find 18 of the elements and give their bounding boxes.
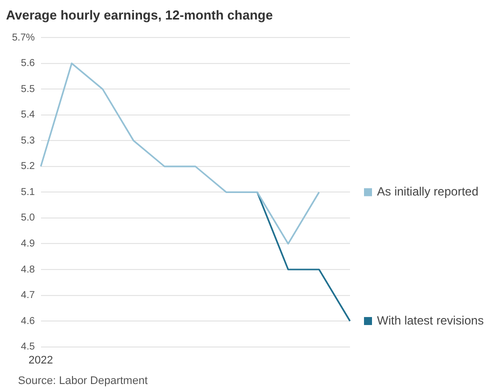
legend-label: With latest revisions <box>377 313 484 328</box>
y-tick-label: 5.1 <box>20 186 36 198</box>
y-tick-label: 4.7 <box>20 290 36 302</box>
y-tick-label: 5.7% <box>12 32 35 44</box>
source-note: Source: Labor Department <box>18 375 148 387</box>
x-tick-label: 2022 <box>28 354 54 366</box>
y-tick-label: 5.5 <box>20 84 36 95</box>
y-tick-label: 4.9 <box>20 238 36 250</box>
y-tick-label: 5.0 <box>20 212 36 224</box>
y-tick-label: 5.3 <box>20 135 36 146</box>
y-tick-label: 4.8 <box>20 264 36 276</box>
y-tick-label: 4.6 <box>20 316 36 327</box>
y-tick-label: 4.5 <box>20 342 36 353</box>
y-tick-label: 5.4 <box>20 110 36 121</box>
y-tick-label: 5.6 <box>20 58 36 70</box>
legend-label: As initially reported <box>377 184 478 199</box>
chart-title: Average hourly earnings, 12-month change <box>6 7 273 22</box>
y-tick-label: 5.2 <box>20 161 36 172</box>
